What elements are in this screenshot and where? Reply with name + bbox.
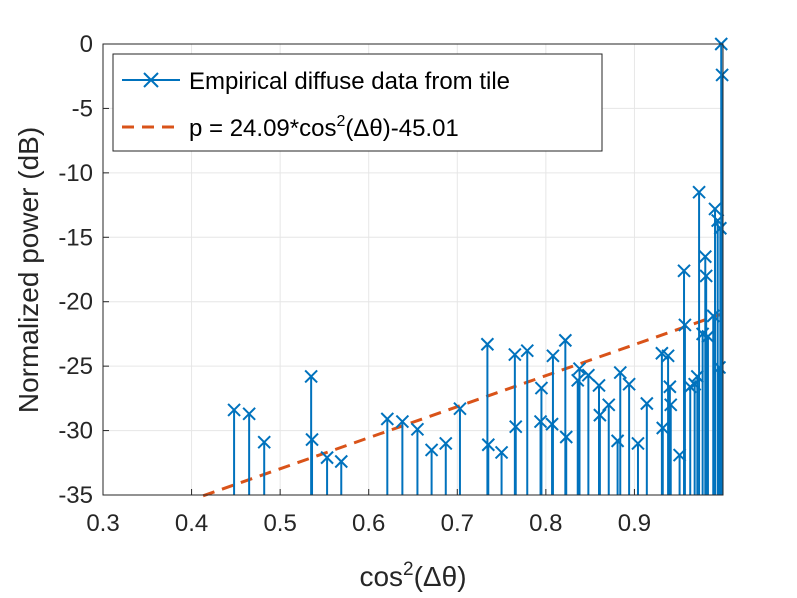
stem-x-marker [690, 369, 705, 384]
legend-label-fit: p = 24.09*cos2(Δθ)-45.01 [189, 113, 459, 142]
stem-x-marker [424, 443, 439, 457]
stem-x-marker [572, 362, 587, 376]
y-axis-label: Normalized power (dB) [13, 127, 44, 413]
stem-x-marker [558, 333, 573, 348]
y-tick-label: -20 [58, 289, 93, 316]
stem-x-marker [559, 430, 573, 444]
stem-x-marker [663, 380, 677, 394]
stem-x-marker [320, 450, 334, 465]
plot-frame [102, 43, 724, 496]
stem-x-marker [581, 368, 596, 382]
stem-x-marker [593, 408, 607, 422]
stem-x-marker [546, 349, 560, 363]
y-tick-label: -30 [58, 418, 93, 445]
stem-x-marker [439, 436, 453, 451]
stem-x-marker [334, 454, 348, 469]
stem-x-marker [701, 329, 715, 344]
stem-x-marker [656, 421, 670, 435]
legend: Empirical diffuse data from tile p = 24.… [112, 53, 603, 152]
fit-line-layer [202, 312, 724, 498]
stem-x-marker [227, 403, 241, 417]
stem-x-marker [631, 436, 645, 451]
stem-x-marker [661, 349, 675, 363]
legend-box [112, 53, 603, 152]
stem-x-marker [480, 337, 495, 351]
stem-x-marker [571, 373, 585, 388]
stem-x-marker [602, 398, 616, 412]
stem-x-marker [592, 378, 606, 393]
y-tick-label: -5 [72, 95, 93, 122]
axis-ticks: 0.3 0.4 0.5 0.6 0.7 0.8 0.9 0 -5 -10 -15 -20 -25 -30 -… [58, 31, 651, 537]
stem-x-marker [304, 369, 318, 384]
stem-x-marker [613, 365, 627, 380]
stem-x-marker [481, 438, 495, 452]
y-tick-label: -15 [58, 224, 93, 251]
x-tick-label: 0.6 [352, 510, 385, 537]
stem-x-marker [692, 185, 706, 199]
stem-x-marker [410, 422, 425, 436]
fit-line [202, 312, 724, 498]
stem-x-marker [242, 407, 256, 421]
stem-x-marker [395, 414, 410, 429]
stem-x-marker [508, 347, 522, 362]
stem-x-marker [453, 401, 467, 416]
stem-x-marker [494, 445, 509, 460]
x-tick-label: 0.5 [263, 510, 296, 537]
stem-x-marker [534, 381, 549, 395]
y-tick-label: 0 [80, 31, 93, 58]
stem-x-marker [520, 343, 534, 358]
legend-x-marker [143, 72, 159, 88]
stem-x-marker [698, 249, 712, 264]
x-tick-label: 0.7 [441, 510, 474, 537]
stem-x-marker [708, 202, 722, 216]
x-axis-label: cos2(Δθ) [359, 559, 466, 592]
x-tick-label: 0.4 [175, 510, 208, 537]
stem-x-marker [640, 396, 654, 411]
stem-x-marker [257, 435, 271, 449]
stem-series-layer [227, 37, 729, 495]
stem-x-marker [622, 377, 636, 391]
x-tick-label: 0.8 [529, 510, 562, 537]
stem-x-marker [610, 434, 625, 448]
stem-x-marker [715, 68, 729, 82]
stem-x-marker [509, 419, 523, 434]
stem-x-marker [699, 269, 713, 283]
y-tick-label: -10 [58, 160, 93, 187]
legend-label-empirical: Empirical diffuse data from tile [189, 68, 510, 95]
stem-x-marker [678, 318, 692, 332]
stem-x-marker [677, 264, 691, 278]
stem-x-marker [305, 432, 319, 447]
stem-x-marker [380, 412, 395, 426]
stem-x-marker [664, 398, 678, 412]
x-tick-label: 0.3 [86, 510, 119, 537]
y-tick-label: -35 [58, 482, 93, 509]
y-tick-label: -25 [58, 353, 93, 380]
x-tick-label: 0.9 [618, 510, 651, 537]
